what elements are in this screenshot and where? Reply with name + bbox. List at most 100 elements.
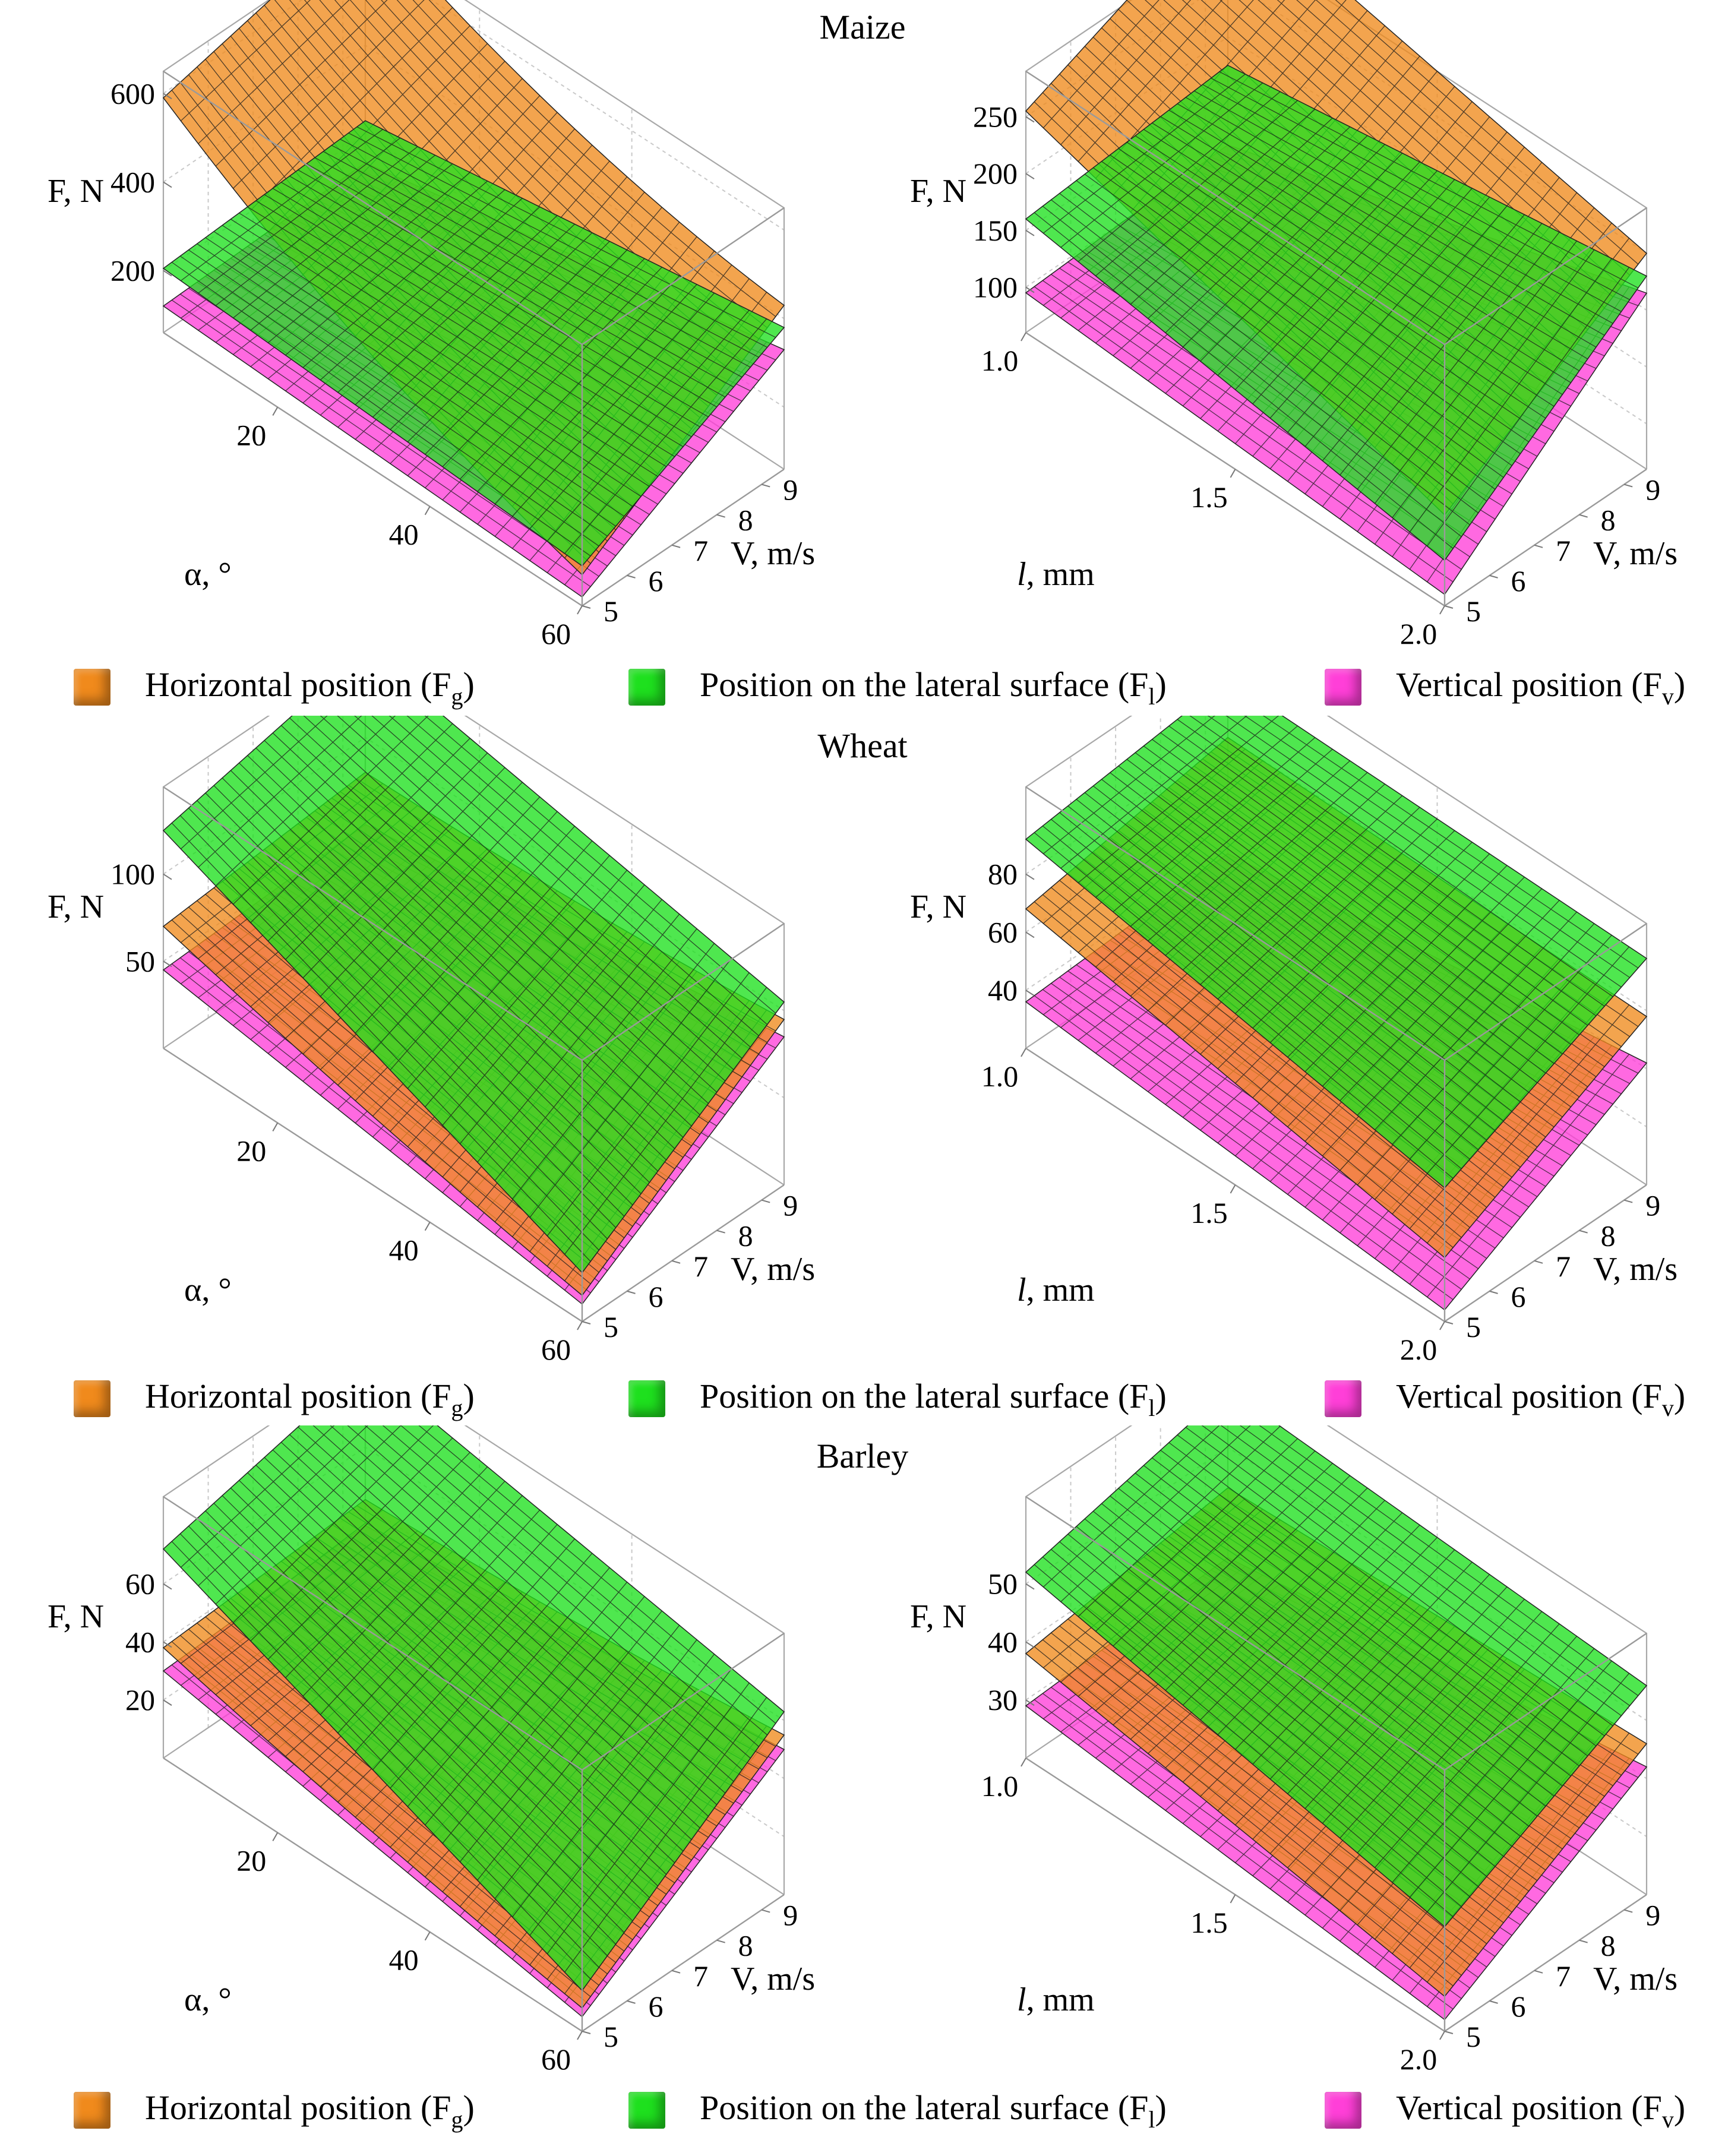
box-front-top-edge xyxy=(582,923,785,1061)
box-back-top-edge xyxy=(162,0,785,469)
x-tick-label: 60 xyxy=(541,2043,571,2076)
horizontal-swatch-icon xyxy=(74,669,110,706)
y-tick-mark xyxy=(671,544,681,548)
x-tick-label: 1.5 xyxy=(1190,1196,1228,1229)
y-tick-mark xyxy=(1444,1321,1454,1324)
legend-label: Position on the lateral surface (Fl) xyxy=(700,665,1167,710)
z-tick-mark xyxy=(1025,873,1035,880)
legend-label: Horizontal position (Fg) xyxy=(145,1376,475,1421)
y-tick-label: 8 xyxy=(738,1929,753,1962)
z-tick-mark xyxy=(1025,116,1035,123)
z-tick-label: 60 xyxy=(125,1567,155,1601)
legend-label: Vertical position (Fv) xyxy=(1396,1376,1686,1421)
legend-label: Position on the lateral surface (Fl) xyxy=(700,1376,1167,1421)
z-axis-label: F, N xyxy=(48,1598,104,1635)
z-tick-mark xyxy=(1025,1583,1035,1590)
y-tick-label: 6 xyxy=(1511,564,1526,598)
z-axis-label: F, N xyxy=(910,1598,966,1635)
lateral-swatch-icon xyxy=(628,1380,665,1417)
y-tick-mark xyxy=(716,514,725,518)
z-tick-mark xyxy=(163,1699,172,1706)
z-tick-label: 250 xyxy=(973,100,1018,134)
y-tick-label: 9 xyxy=(783,1189,798,1222)
x-tick-mark xyxy=(1439,2031,1445,2040)
z-tick-label: 30 xyxy=(988,1683,1018,1716)
y-tick-mark xyxy=(1579,514,1588,518)
y-tick-label: 7 xyxy=(693,534,708,567)
x-tick-mark xyxy=(1230,1184,1236,1194)
y-tick-mark xyxy=(1444,605,1454,609)
x-tick-mark xyxy=(1439,605,1445,615)
z-tick-mark xyxy=(163,181,172,188)
x-tick-label: 1.5 xyxy=(1190,480,1228,514)
legend-label: Vertical position (Fv) xyxy=(1396,2088,1686,2133)
z-tick-label: 40 xyxy=(988,1625,1018,1658)
z-tick-mark xyxy=(1025,173,1035,180)
legend-item-horizontal: Horizontal position (Fg) xyxy=(74,2084,475,2137)
z-axis-label: F, N xyxy=(910,889,966,925)
vertical-swatch-icon xyxy=(1325,669,1361,706)
y-tick-label: 9 xyxy=(783,1899,798,1932)
z-tick-mark xyxy=(1025,229,1035,236)
y-tick-label: 8 xyxy=(1601,504,1616,537)
x-tick-mark xyxy=(1021,332,1026,342)
surface-mesh xyxy=(171,127,776,557)
y-tick-label: 7 xyxy=(693,1250,708,1283)
z-tick-label: 50 xyxy=(988,1567,1018,1601)
surface-patch xyxy=(162,716,785,1274)
x-tick-label: 1.0 xyxy=(981,344,1019,377)
horizontal-swatch-icon xyxy=(74,1380,110,1417)
surface-mesh xyxy=(1034,1425,1639,1917)
y-tick-label: 5 xyxy=(604,1310,618,1343)
z-axis-label: F, N xyxy=(48,889,104,925)
y-tick-label: 8 xyxy=(1601,1929,1616,1962)
y-axis-label: V, m/s xyxy=(731,1251,815,1288)
y-tick-label: 6 xyxy=(1511,1280,1526,1313)
x-axis-label: l, mm xyxy=(1017,1981,1095,2018)
x-tick-mark xyxy=(1230,469,1236,478)
z-tick-mark xyxy=(163,960,172,968)
y-axis-label: V, m/s xyxy=(1593,535,1677,572)
y-tick-label: 9 xyxy=(783,473,798,507)
x-tick-label: 2.0 xyxy=(1400,1333,1438,1366)
z-tick-label: 60 xyxy=(988,915,1018,949)
y-tick-label: 8 xyxy=(738,1219,753,1253)
legend-item-vertical: Vertical position (Fv) xyxy=(1325,2084,1685,2137)
row-title-wheat: Wheat xyxy=(817,726,908,765)
y-axis-label: V, m/s xyxy=(731,535,815,572)
x-tick-label: 40 xyxy=(389,518,419,551)
surface-lateral xyxy=(1025,1425,1648,1928)
y-tick-label: 5 xyxy=(604,595,618,628)
box-front-top-edge xyxy=(1444,923,1647,1061)
x-axis-label: α, ° xyxy=(184,1272,232,1308)
y-tick-label: 6 xyxy=(649,564,664,598)
y-tick-mark xyxy=(627,574,636,578)
x-tick-mark xyxy=(1021,1757,1026,1767)
x-tick-mark xyxy=(1230,1894,1236,1904)
legend-item-lateral: Position on the lateral surface (Fl) xyxy=(628,1372,1167,1425)
y-tick-label: 7 xyxy=(1556,1959,1571,1993)
z-tick-label: 50 xyxy=(125,944,155,978)
row-title-maize: Maize xyxy=(819,8,906,46)
x-axis-label: l, mm xyxy=(1017,1272,1095,1308)
legend-maize: Horizontal position (Fg) Position on the… xyxy=(0,660,1725,714)
x-tick-label: 40 xyxy=(389,1234,419,1267)
y-tick-mark xyxy=(1623,1909,1633,1913)
surface-lateral xyxy=(162,1425,785,1991)
x-tick-label: 1.0 xyxy=(981,1060,1019,1093)
legend-item-lateral: Position on the lateral surface (Fl) xyxy=(628,2084,1167,2137)
y-tick-mark xyxy=(1623,1199,1633,1203)
y-tick-mark xyxy=(1489,2000,1498,2004)
x-tick-mark xyxy=(577,2031,583,2040)
z-tick-mark xyxy=(1025,1641,1035,1648)
y-tick-label: 6 xyxy=(649,1280,664,1313)
x-tick-label: 1.5 xyxy=(1190,1906,1228,1939)
x-axis-label: α, ° xyxy=(184,1981,232,2018)
legend-label: Vertical position (Fv) xyxy=(1396,665,1686,710)
